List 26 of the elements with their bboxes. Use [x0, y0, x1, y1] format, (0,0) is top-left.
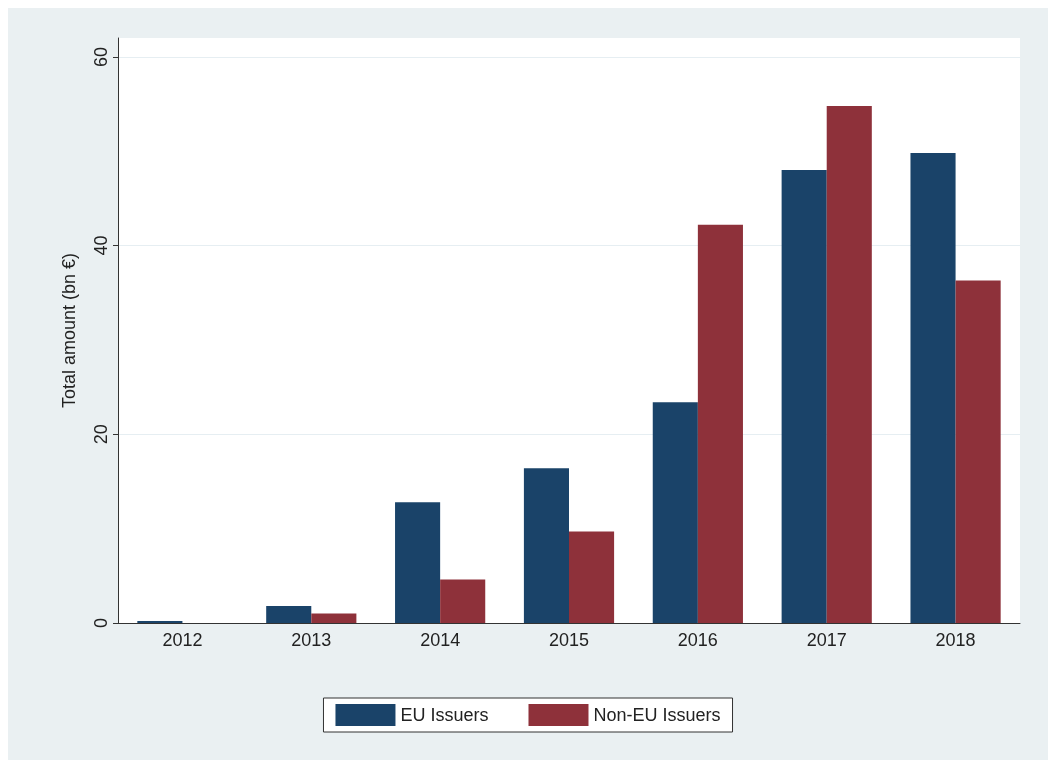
x-tick-label: 2013: [291, 630, 332, 650]
x-tick-label: 2017: [806, 630, 847, 650]
bar: [955, 280, 1001, 623]
bar: [523, 468, 569, 623]
bar: [311, 613, 357, 623]
x-tick-label: 2012: [162, 630, 203, 650]
x-tick-label: 2015: [548, 630, 590, 650]
x-tick-label: 2016: [677, 630, 718, 650]
bar: [440, 579, 486, 623]
y-tick-label: 40: [91, 235, 111, 256]
x-tick-label: 2014: [420, 630, 461, 650]
bar: [781, 170, 827, 623]
y-tick-label: 60: [91, 46, 111, 67]
y-axis-title: Total amount (bn €): [59, 252, 79, 409]
bar: [652, 402, 698, 623]
bar: [569, 531, 615, 623]
y-tick-label: 0: [91, 617, 111, 629]
bar: [910, 153, 956, 623]
bar: [697, 224, 743, 623]
y-tick-label: 20: [91, 424, 111, 445]
bar: [395, 502, 441, 623]
legend-label: EU Issuers: [400, 705, 489, 725]
legend-label: Non-EU Issuers: [593, 705, 721, 725]
bar: [266, 606, 312, 623]
x-tick-label: 2018: [935, 630, 976, 650]
bar: [826, 105, 872, 623]
